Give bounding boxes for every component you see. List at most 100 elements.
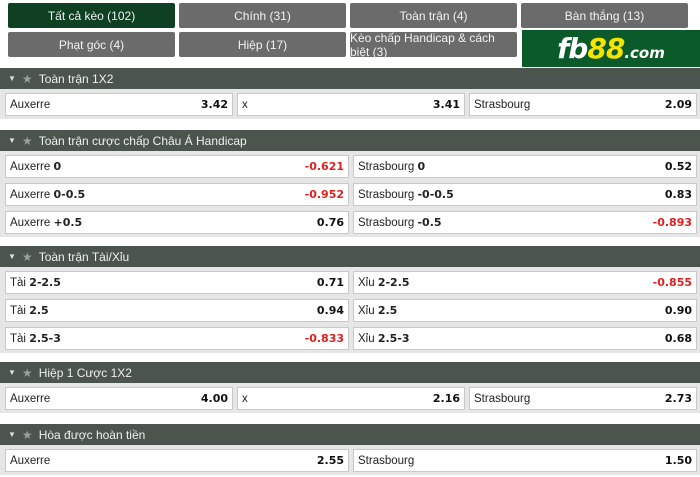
collapse-triangle-icon[interactable]: ▼ <box>8 136 16 145</box>
odds-row: Auxerre 0-0.5 -0.952 Strasbourg -0-0.5 0.83 <box>5 183 697 206</box>
selection-name: Xỉu <box>358 333 375 345</box>
handicap-line: 2.5 <box>29 304 49 317</box>
section-body: Auxerre 0 -0.621 Strasbourg 0 0.52 Auxerre 0… <box>0 151 700 237</box>
odds-cell[interactable]: Auxerre 3.42 <box>5 93 233 116</box>
section-header[interactable]: ▼ ★ Toàn trận cược chấp Châu Á Handicap <box>0 130 700 151</box>
selection-name: Auxerre <box>10 392 51 405</box>
section-body: Auxerre 2.55 Strasbourg 1.50 <box>0 445 700 475</box>
handicap-line: 2.5 <box>377 304 398 317</box>
odds-row: Tài 2-2.5 0.71 Xỉu 2-2.5 -0.855 <box>5 271 697 294</box>
section-title: Toàn trận cược chấp Châu Á Handicap <box>38 133 247 148</box>
section-header[interactable]: ▼ ★ Hòa được hoàn tiền <box>0 424 700 445</box>
market-section: ▼ ★ Hòa được hoàn tiền Auxerre 2.55 Strasbour… <box>0 424 700 475</box>
selection-name: Tài <box>10 333 26 345</box>
odds-cell[interactable]: Auxerre 2.55 <box>5 449 349 472</box>
odds-value: 0.68 <box>664 332 692 345</box>
odds-cell[interactable]: Strasbourg 0 0.52 <box>353 155 697 178</box>
odds-cell[interactable]: Xỉu 2-2.5 -0.855 <box>353 271 697 294</box>
odds-value: 0.83 <box>664 188 692 201</box>
selection-name: Xỉu <box>358 277 375 289</box>
selection-name: Strasbourg <box>358 161 415 173</box>
odds-value: 3.41 <box>432 98 460 111</box>
section-header[interactable]: ▼ ★ Toàn trận 1X2 <box>0 68 700 89</box>
tab-halves[interactable]: Hiệp (17) <box>179 32 346 57</box>
odds-cell[interactable]: Strasbourg -0.5 -0.893 <box>353 211 697 234</box>
handicap-line: 2-2.5 <box>377 276 410 289</box>
odds-row: Tài 2.5 0.94 Xỉu 2.5 0.90 <box>5 299 697 322</box>
section-header[interactable]: ▼ ★ Hiệp 1 Cược 1X2 <box>0 362 700 383</box>
handicap-line: 2-2.5 <box>29 276 61 289</box>
odds-row: Auxerre 3.42 x 3.41 Strasbourg 2.09 <box>5 93 697 116</box>
odds-cell[interactable]: Tài 2-2.5 0.71 <box>5 271 349 294</box>
tab-handicap[interactable]: Kèo chấp Handicap & cách biệt (3) <box>350 31 517 59</box>
selection-name: Tài <box>10 277 26 289</box>
odds-cell[interactable]: Auxerre 0 -0.621 <box>5 155 349 178</box>
odds-row: Auxerre 2.55 Strasbourg 1.50 <box>5 449 697 472</box>
odds-value: 0.76 <box>316 216 344 229</box>
star-icon[interactable]: ★ <box>21 365 33 380</box>
odds-value: -0.621 <box>304 160 344 173</box>
collapse-triangle-icon[interactable]: ▼ <box>8 252 16 261</box>
odds-cell[interactable]: Auxerre +0.5 0.76 <box>5 211 349 234</box>
odds-value: 2.09 <box>664 98 692 111</box>
selection-name: Auxerre <box>10 161 51 173</box>
odds-value: -0.855 <box>652 276 692 289</box>
handicap-line: -0-0.5 <box>417 188 454 201</box>
odds-cell[interactable]: Strasbourg 2.73 <box>469 387 697 410</box>
collapse-triangle-icon[interactable]: ▼ <box>8 430 16 439</box>
odds-cell[interactable]: Xỉu 2.5-3 0.68 <box>353 327 697 350</box>
section-body: Tài 2-2.5 0.71 Xỉu 2-2.5 -0.855 Tài 2.5 0.94 X… <box>0 267 700 353</box>
odds-row: Auxerre 0 -0.621 Strasbourg 0 0.52 <box>5 155 697 178</box>
selection-name: Auxerre <box>10 189 51 201</box>
tab-main[interactable]: Chính (31) <box>179 3 346 28</box>
section-title: Hòa được hoàn tiền <box>38 427 146 442</box>
collapse-triangle-icon[interactable]: ▼ <box>8 74 16 83</box>
tab-full-match[interactable]: Toàn trận (4) <box>350 3 517 28</box>
handicap-line: 0 <box>53 160 62 173</box>
star-icon[interactable]: ★ <box>21 427 33 442</box>
odds-cell[interactable]: Auxerre 0-0.5 -0.952 <box>5 183 349 206</box>
tab-corners[interactable]: Phạt góc (4) <box>8 32 175 57</box>
odds-cell[interactable]: Tài 2.5-3 -0.833 <box>5 327 349 350</box>
odds-cell[interactable]: x 3.41 <box>237 93 465 116</box>
market-section: ▼ ★ Toàn trận cược chấp Châu Á Handicap Aux… <box>0 130 700 237</box>
market-section: ▼ ★ Hiệp 1 Cược 1X2 Auxerre 4.00 x 2.16 Strasbo… <box>0 362 700 413</box>
section-body: Auxerre 3.42 x 3.41 Strasbourg 2.09 <box>0 89 700 119</box>
odds-cell[interactable]: Xỉu 2.5 0.90 <box>353 299 697 322</box>
tab-goals[interactable]: Bàn thắng (13) <box>521 3 688 28</box>
selection-name: Strasbourg <box>474 392 531 405</box>
odds-row: Tài 2.5-3 -0.833 Xỉu 2.5-3 0.68 <box>5 327 697 350</box>
odds-value: 0.71 <box>316 276 344 289</box>
odds-value: 2.73 <box>664 392 692 405</box>
selection-name: Auxerre <box>10 454 51 467</box>
market-section: ▼ ★ Toàn trận 1X2 Auxerre 3.42 x 3.41 Strasbour… <box>0 68 700 119</box>
odds-value: 0.90 <box>664 304 692 317</box>
selection-name: Tài <box>10 305 26 317</box>
collapse-triangle-icon[interactable]: ▼ <box>8 368 16 377</box>
section-header[interactable]: ▼ ★ Toàn trận Tài/Xỉu <box>0 246 700 267</box>
odds-value: -0.952 <box>304 188 344 201</box>
star-icon[interactable]: ★ <box>21 249 33 264</box>
odds-cell[interactable]: Auxerre 4.00 <box>5 387 233 410</box>
star-icon[interactable]: ★ <box>21 133 33 148</box>
handicap-line: 2.5-3 <box>29 332 61 345</box>
selection-name: Strasbourg <box>358 189 415 201</box>
odds-cell[interactable]: Strasbourg 1.50 <box>353 449 697 472</box>
handicap-line: 0-0.5 <box>53 188 86 201</box>
section-title: Toàn trận 1X2 <box>38 71 114 86</box>
odds-value: 0.52 <box>664 160 692 173</box>
selection-name: Strasbourg <box>358 217 415 229</box>
odds-value: 4.00 <box>200 392 228 405</box>
odds-cell[interactable]: Tài 2.5 0.94 <box>5 299 349 322</box>
tab-all-bets[interactable]: Tất cả kèo (102) <box>8 3 175 28</box>
odds-cell[interactable]: Strasbourg -0-0.5 0.83 <box>353 183 697 206</box>
star-icon[interactable]: ★ <box>21 71 33 86</box>
handicap-line: 0 <box>417 160 426 173</box>
section-body: Auxerre 4.00 x 2.16 Strasbourg 2.73 <box>0 383 700 413</box>
odds-cell[interactable]: x 2.16 <box>237 387 465 410</box>
section-title: Toàn trận Tài/Xỉu <box>38 249 130 264</box>
odds-row: Auxerre 4.00 x 2.16 Strasbourg 2.73 <box>5 387 697 410</box>
odds-cell[interactable]: Strasbourg 2.09 <box>469 93 697 116</box>
selection-name: Strasbourg <box>358 454 415 467</box>
odds-value: 1.50 <box>664 454 692 467</box>
